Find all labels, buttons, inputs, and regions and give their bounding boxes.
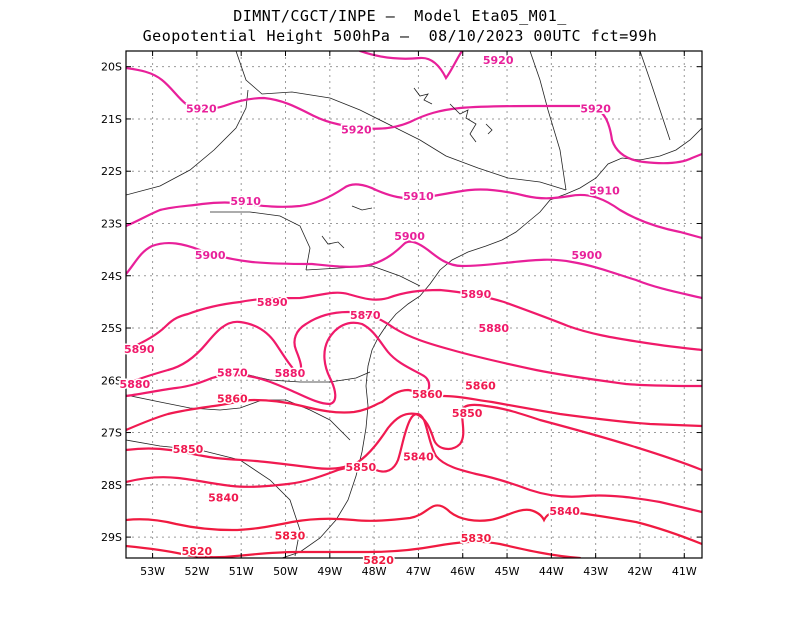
state-border-pr-sp bbox=[305, 265, 421, 287]
international-border bbox=[126, 439, 301, 557]
contour-label: 5910 bbox=[230, 195, 261, 208]
state-border-go-mg bbox=[126, 89, 249, 196]
contour-label: 5920 bbox=[580, 102, 611, 115]
contour-label: 5860 bbox=[412, 388, 443, 401]
state-border-sc-rs bbox=[126, 394, 351, 441]
lon-label: 53W bbox=[140, 565, 165, 578]
lat-label: 27S bbox=[101, 427, 122, 440]
lat-label: 23S bbox=[101, 217, 122, 230]
coastline-borders bbox=[126, 51, 702, 558]
lon-label: 42W bbox=[628, 565, 653, 578]
lat-label: 29S bbox=[101, 531, 122, 544]
contour-label: 5910 bbox=[403, 190, 434, 203]
state-border-sp-mg bbox=[235, 51, 567, 191]
lat-label: 25S bbox=[101, 322, 122, 335]
lat-label: 20S bbox=[101, 61, 122, 74]
longitude-labels: 53W 52W 51W 50W 49W 48W 47W 46W 45W 44W 43W 42W 41W bbox=[140, 565, 697, 578]
contour-5890 bbox=[126, 288, 702, 352]
contour-label: 5850 bbox=[173, 443, 204, 456]
contour-5920-north bbox=[358, 51, 464, 81]
contour-5910 bbox=[126, 183, 702, 240]
contour-5860-east bbox=[380, 388, 702, 428]
lon-label: 45W bbox=[495, 565, 520, 578]
contour-label: 5880 bbox=[275, 367, 306, 380]
axis-ticks bbox=[126, 51, 702, 558]
lon-label: 47W bbox=[406, 565, 431, 578]
lon-label: 52W bbox=[184, 565, 209, 578]
contour-5900 bbox=[126, 240, 702, 300]
lat-label: 22S bbox=[101, 165, 122, 178]
contour-5920 bbox=[126, 66, 702, 165]
contour-label: 5920 bbox=[186, 102, 217, 115]
lat-label: 26S bbox=[101, 374, 122, 387]
contour-label: 5860 bbox=[465, 380, 496, 393]
latitude-labels: 20S 21S 22S 23S 24S 25S 26S 27S 28S 29S bbox=[101, 61, 122, 544]
contour-label: 5870 bbox=[350, 309, 381, 322]
map-title-line2: Geopotential Height 500hPa – 08/10/2023 … bbox=[142, 27, 658, 45]
contour-label: 5880 bbox=[120, 378, 151, 391]
plot-frame bbox=[125, 50, 703, 559]
contour-label: 5870 bbox=[217, 366, 248, 379]
map-title-line1: DIMNT/CGCT/INPE – Model Eta05_M01_ bbox=[233, 7, 567, 25]
lon-label: 49W bbox=[317, 565, 342, 578]
lon-label: 50W bbox=[273, 565, 298, 578]
lat-label: 24S bbox=[101, 270, 122, 283]
contour-5860-west bbox=[126, 398, 384, 432]
contour-label: 5890 bbox=[124, 343, 155, 356]
state-border-es bbox=[639, 51, 671, 141]
coastline bbox=[281, 127, 702, 558]
state-border-ms-sp bbox=[210, 211, 311, 271]
contour-label: 5880 bbox=[478, 322, 509, 335]
contour-labels: 5920 5920 5920 5920 5910 5910 5910 5900 5900 5900… bbox=[118, 52, 622, 568]
contour-label: 5840 bbox=[208, 491, 239, 504]
lon-label: 51W bbox=[229, 565, 254, 578]
contour-lines bbox=[126, 51, 702, 558]
state-border-mg-es-rj bbox=[529, 51, 567, 191]
contour-label: 5840 bbox=[549, 505, 580, 518]
gridlines bbox=[126, 51, 702, 558]
lat-label: 28S bbox=[101, 479, 122, 492]
contour-5870 bbox=[126, 321, 431, 406]
water-bodies bbox=[321, 87, 493, 249]
contour-5830 bbox=[126, 504, 702, 546]
state-border-pr-sc bbox=[235, 371, 371, 383]
lon-label: 41W bbox=[672, 565, 697, 578]
contour-label: 5860 bbox=[217, 393, 248, 406]
contour-label: 5900 bbox=[195, 249, 226, 262]
contour-label: 5920 bbox=[341, 123, 372, 136]
contour-label: 5820 bbox=[182, 545, 213, 558]
lon-label: 48W bbox=[362, 565, 387, 578]
lon-label: 44W bbox=[539, 565, 564, 578]
contour-label: 5840 bbox=[403, 451, 434, 464]
contour-label: 5920 bbox=[483, 54, 514, 67]
contour-label: 5890 bbox=[257, 296, 288, 309]
contour-label: 5850 bbox=[452, 407, 483, 420]
contour-label: 5910 bbox=[589, 185, 620, 198]
contour-label: 5900 bbox=[394, 230, 425, 243]
contour-label: 5830 bbox=[275, 530, 306, 543]
contour-5840 bbox=[126, 412, 702, 514]
lat-label: 21S bbox=[101, 113, 122, 126]
lon-label: 46W bbox=[450, 565, 475, 578]
contour-label: 5850 bbox=[346, 461, 377, 474]
contour-label: 5900 bbox=[571, 249, 602, 262]
contour-label: 5830 bbox=[461, 532, 492, 545]
contour-5880 bbox=[126, 310, 702, 388]
contour-label: 5890 bbox=[461, 288, 492, 301]
contour-label: 5820 bbox=[363, 554, 394, 567]
lon-label: 43W bbox=[583, 565, 608, 578]
contour-5820 bbox=[126, 540, 582, 558]
